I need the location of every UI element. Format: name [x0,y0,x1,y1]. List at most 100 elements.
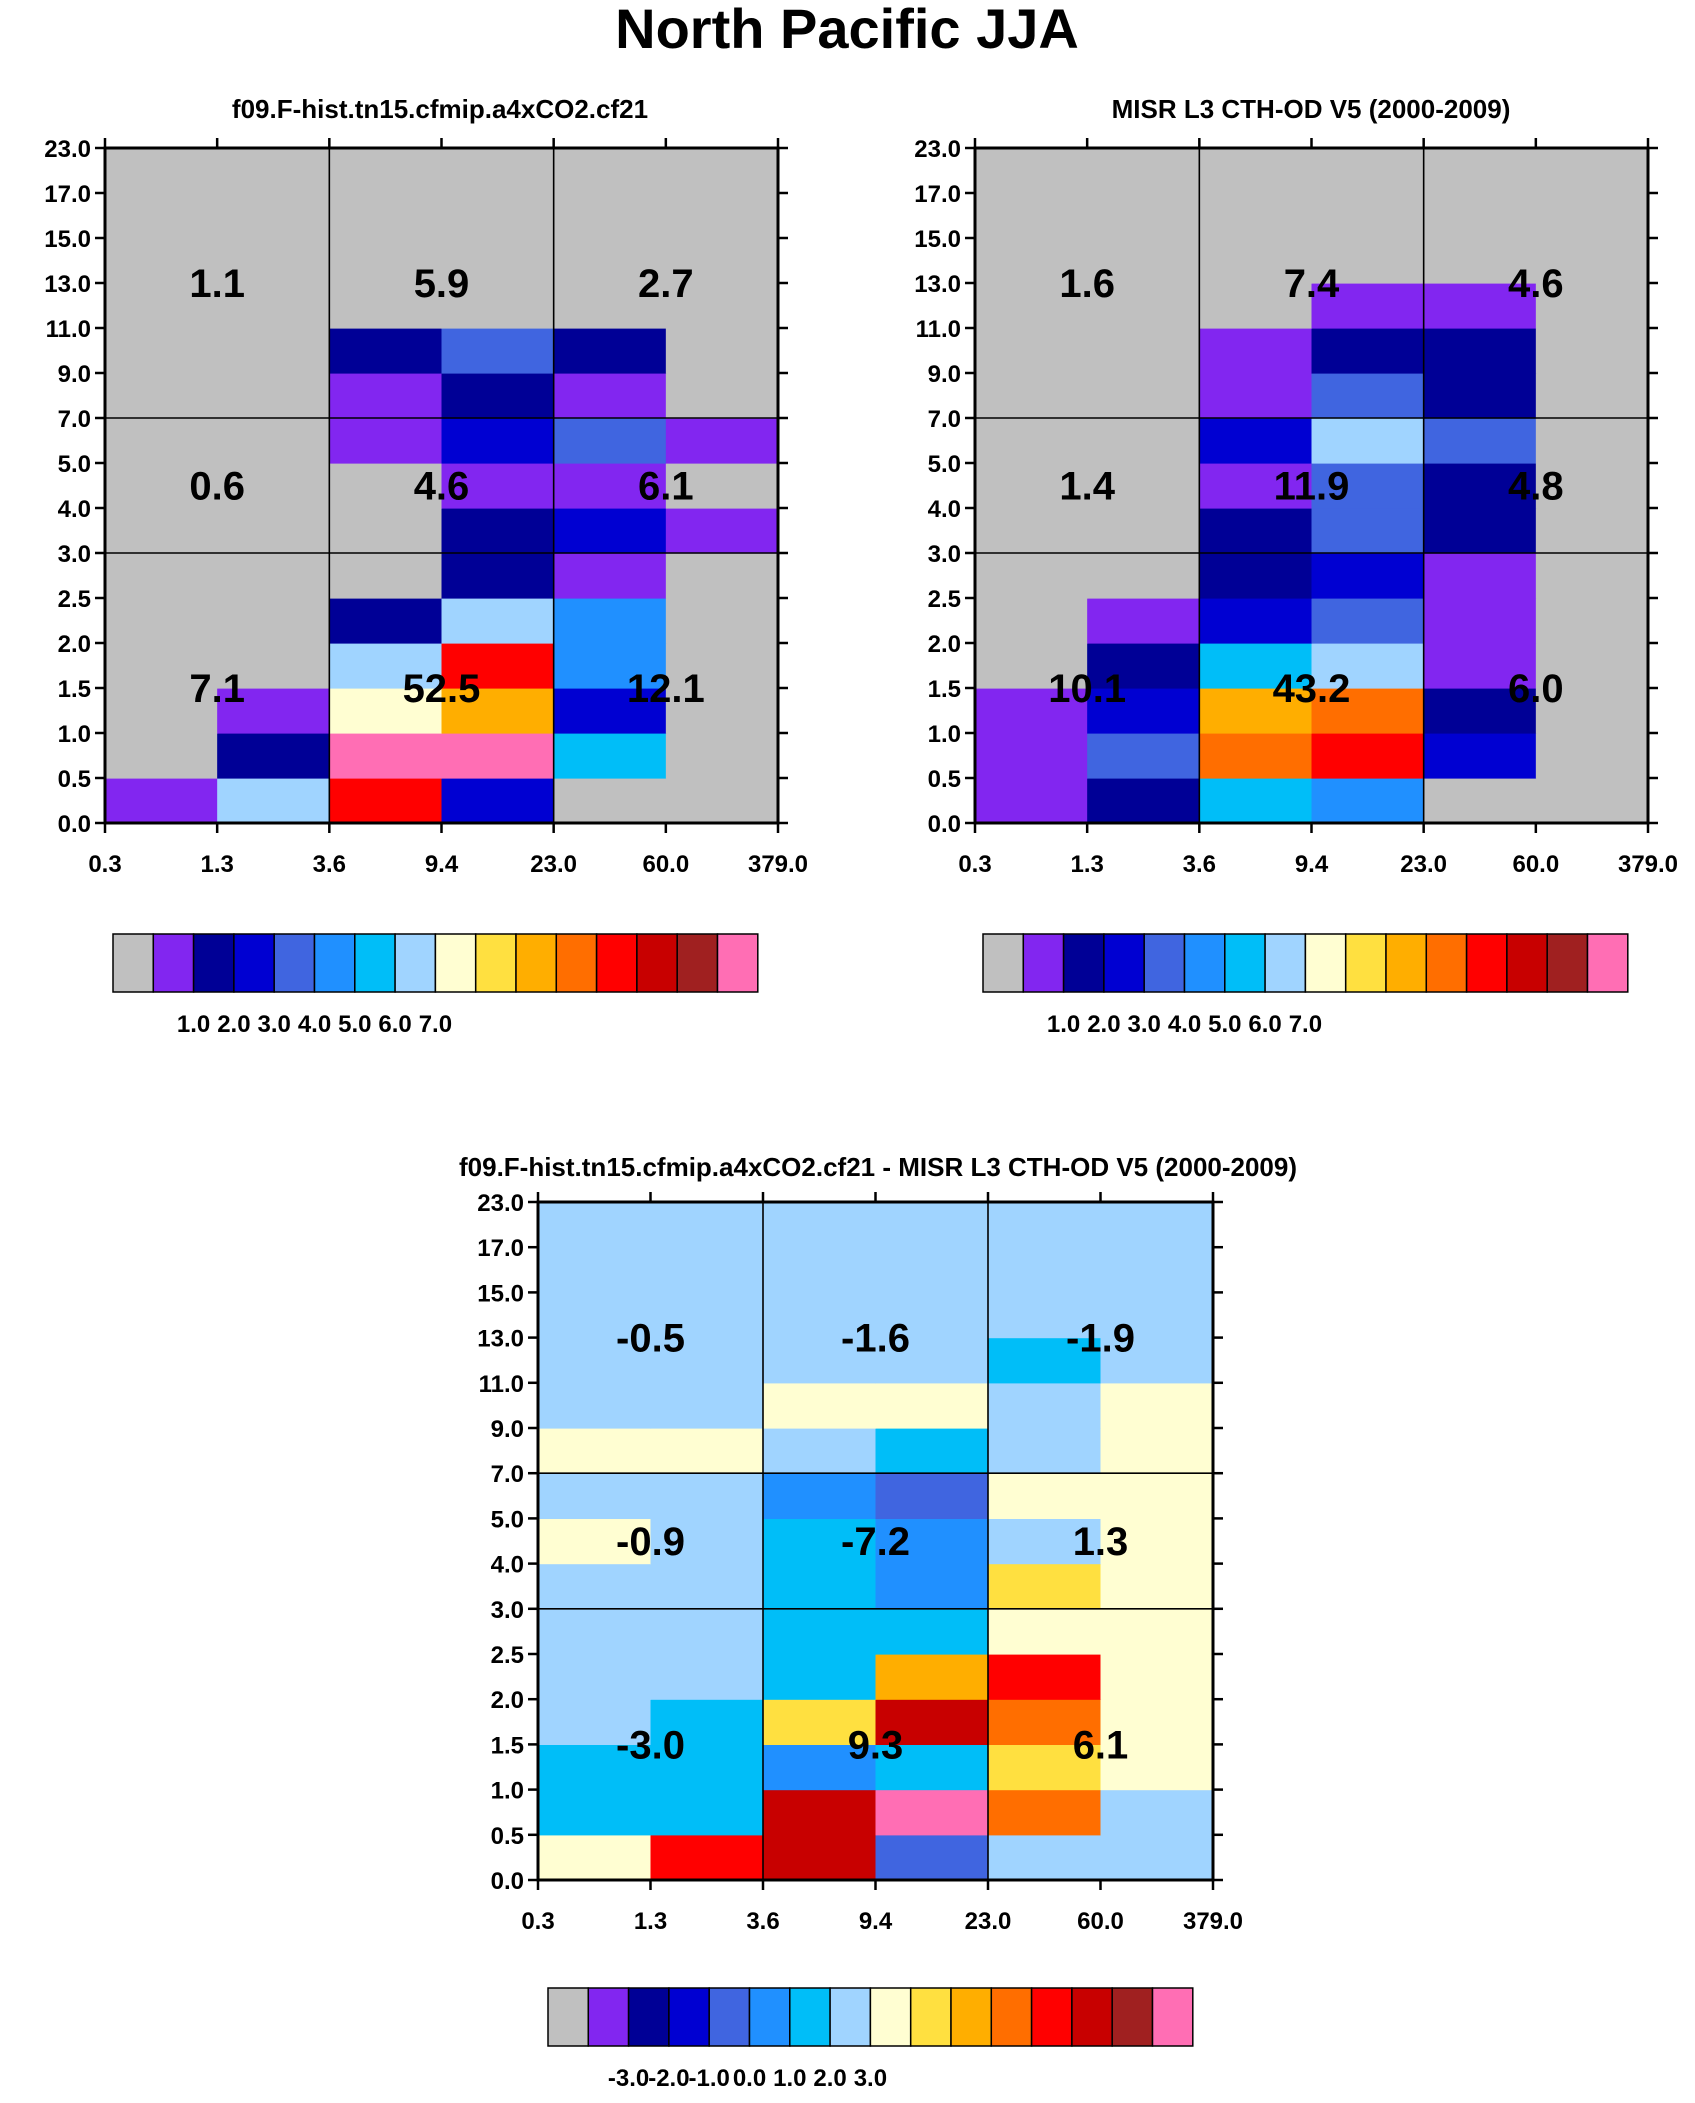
x-tick-label: 379.0 [1618,851,1678,878]
heatmap-cell [1100,1247,1214,1293]
heatmap-cell [1199,328,1313,374]
y-tick-label: 1.0 [928,721,961,748]
region-value-label: 4.6 [414,465,470,509]
x-tick-label: 0.3 [521,1908,554,1935]
colorbar-swatch [636,933,678,993]
heatmap-cell [875,1654,989,1700]
panel-title: MISR L3 CTH-OD V5 (2000-2009) [1112,94,1511,124]
y-tick-label: 5.0 [491,1506,524,1533]
heatmap-cell [553,148,667,194]
y-tick-label: 13.0 [44,271,91,298]
heatmap-cell [1423,463,1537,509]
heatmap-cell [763,1247,877,1293]
y-tick-label: 2.5 [491,1642,524,1669]
colorbar-swatch [313,933,356,993]
heatmap-cell [1100,1563,1214,1610]
x-tick-label: 3.6 [746,1908,779,1935]
x-tick-label: 9.4 [1295,851,1329,878]
heatmap-cell [441,463,555,509]
heatmap-cell [763,1382,877,1429]
heatmap-cell [650,1699,764,1745]
heatmap-cell [665,418,779,464]
colorbar-swatch [909,1987,952,2047]
region-value-label: 1.1 [189,262,245,306]
y-tick-label: 17.0 [914,181,961,208]
panel-difference: f09.F-hist.tn15.cfmip.a4xCO2.cf21 - MISR… [459,1152,1297,2092]
heatmap-cell [1423,418,1537,464]
heatmap-cell [105,148,218,194]
heatmap-cell [1199,463,1313,509]
heatmap-cell [538,1202,652,1248]
heatmap-cell [217,508,330,554]
colorbar-swatch [869,1987,912,2047]
heatmap-cell [538,1699,652,1745]
y-tick-label: 23.0 [477,1190,524,1217]
region-value-label: 6.1 [1073,1723,1129,1767]
y-tick-label: 1.0 [58,721,91,748]
panel-observations: MISR L3 CTH-OD V5 (2000-2009) 0.00.51.01… [914,94,1678,1038]
heatmap-cell [217,418,330,464]
heatmap-cell [329,283,443,329]
y-tick-label: 13.0 [477,1326,524,1353]
colorbar-swatch [595,933,638,993]
heatmap-cell [1199,643,1313,689]
colorbar-swatch [1151,1987,1194,2047]
colorbar-swatch [152,933,195,993]
heatmap-cell [538,1608,652,1655]
colorbar-swatch [394,933,437,993]
heatmap-cell [975,688,1088,734]
heatmap-cell [1535,688,1649,734]
colorbar-swatch [982,933,1025,993]
heatmap-cell [217,283,330,329]
y-tick-label: 15.0 [477,1280,524,1307]
heatmap-cell [875,1382,989,1429]
heatmap-cell [105,418,218,464]
heatmap-cell [650,1654,764,1700]
colorbar-swatch [112,933,155,993]
heatmap-cell [1311,283,1425,329]
heatmap-cell [329,418,443,464]
x-tick-label: 23.0 [530,851,577,878]
heatmap-cell [763,1834,877,1881]
heatmap-cell [1311,463,1425,509]
colorbar-label: 2.0 [1087,1011,1120,1038]
heatmap-cell [538,1654,652,1700]
heatmap-cell [1100,1699,1214,1745]
heatmap-cell [217,778,330,824]
colorbar-label: 3.0 [258,1011,291,1038]
y-tick-label: 1.5 [491,1732,524,1759]
heatmap-cell [538,1563,652,1610]
heatmap-cell [650,1608,764,1655]
colorbar-swatch [1264,933,1307,993]
y-tick-label: 2.5 [58,586,91,613]
heatmap-cell [1535,148,1649,194]
colorbar-swatch [1022,933,1065,993]
heatmap-cell [329,508,443,554]
heatmap-cell [1100,1518,1214,1565]
heatmap-cell [553,193,667,239]
colorbar-swatch [1183,933,1226,993]
heatmap-cell [665,283,779,329]
colorbar-swatch [1111,1987,1154,2047]
heatmap-cell [217,148,330,194]
y-tick-label: 0.5 [491,1823,524,1850]
y-tick-label: 9.0 [491,1416,524,1443]
colorbar-swatch [627,1987,670,2047]
y-tick-label: 2.0 [928,631,961,658]
heatmap-cell [1087,373,1200,419]
colorbar-swatch [716,933,759,993]
heatmap-cell [763,1292,877,1339]
colorbar-label: 2.0 [217,1011,250,1038]
panel-title: f09.F-hist.tn15.cfmip.a4xCO2.cf21 [232,94,648,124]
heatmap-cell [975,643,1088,689]
region-value-label: 0.6 [189,465,245,509]
heatmap-cell [1199,733,1313,779]
colorbar-label: 3.0 [1128,1011,1161,1038]
x-tick-label: 1.3 [634,1908,667,1935]
x-tick-label: 9.4 [859,1908,893,1935]
y-tick-label: 5.0 [928,451,961,478]
heatmap-cell [538,1473,652,1519]
heatmap-cell [1100,1834,1214,1881]
region-value-label: 6.0 [1508,667,1564,711]
colorbar-swatch [273,933,316,993]
